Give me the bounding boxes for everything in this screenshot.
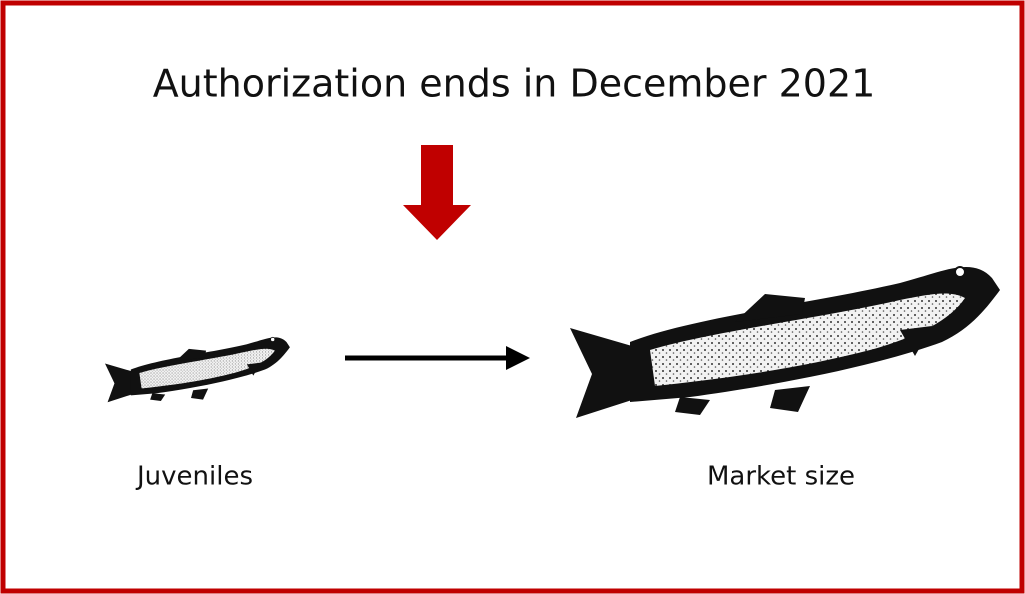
juvenile-fish (105, 337, 290, 402)
arrow-head (506, 346, 530, 370)
market-fish (570, 267, 1000, 418)
title: Authorization ends in December 2021 (153, 62, 876, 106)
slide: Authorization ends in December 2021 Juve… (0, 0, 1025, 594)
down-arrow (403, 145, 471, 240)
node-label: Market size (707, 462, 855, 492)
page: {"header": {"title": "Authorization ends… (0, 0, 1025, 594)
node-label: Juveniles (135, 462, 253, 492)
